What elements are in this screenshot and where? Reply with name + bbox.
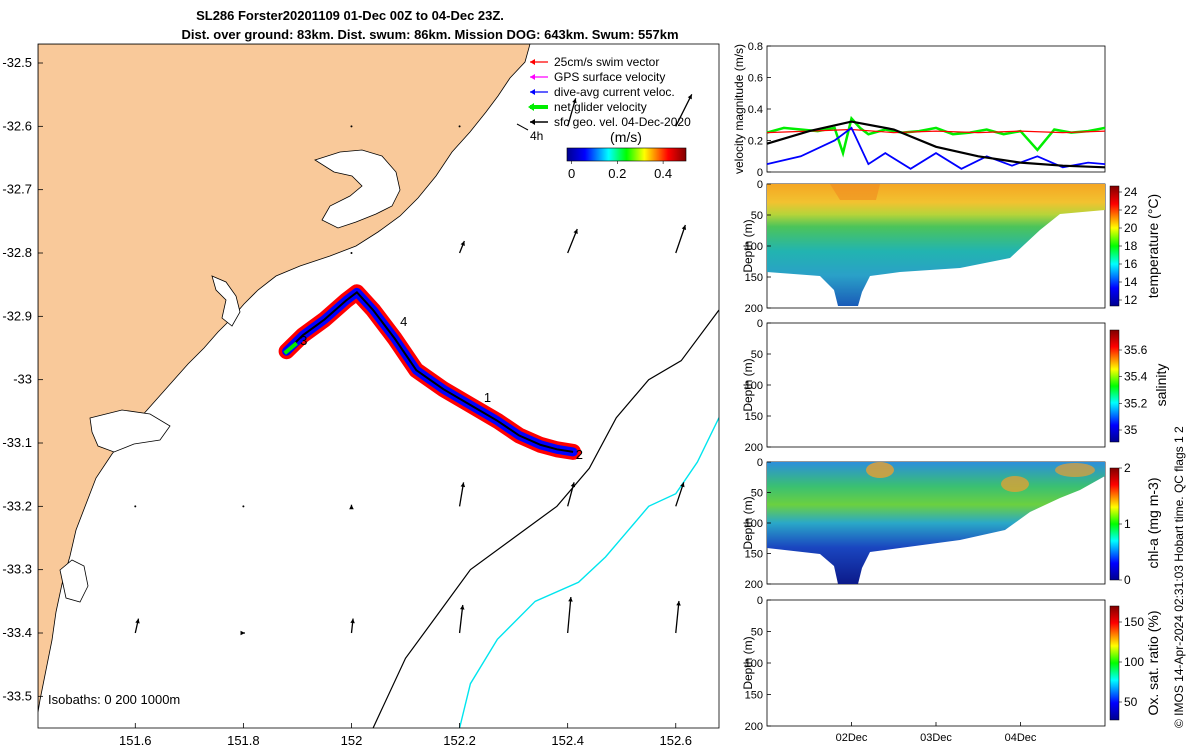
legend-4h-tick xyxy=(516,123,529,131)
map-y-tick-label: -33.4 xyxy=(2,625,32,640)
legend-4h-label: 4h xyxy=(530,129,543,143)
map-y-tick-label: -33 xyxy=(13,372,32,387)
geo-vector-arrow xyxy=(458,604,464,634)
day-label: 3 xyxy=(300,333,307,348)
geo-vector-arrowhead xyxy=(680,482,685,488)
isobath-200m-line xyxy=(372,309,719,728)
legend-swim-arrowhead xyxy=(530,59,535,65)
day-label: 4 xyxy=(400,314,407,329)
speed-colorbar xyxy=(566,147,687,162)
geo-vector-dot xyxy=(134,505,137,508)
day-label: 1 xyxy=(484,390,491,405)
colorbar-unit-label: (m/s) xyxy=(610,129,642,145)
day-labels: 1 2 3 4 xyxy=(300,314,583,462)
legend-net-glider-arrowhead xyxy=(528,103,534,111)
geo-vector-arrowhead xyxy=(572,98,577,104)
lake-myall xyxy=(211,275,241,327)
map-y-tick-label: -33.2 xyxy=(2,498,32,513)
legend-current-label: dive-avg current veloc. xyxy=(554,85,675,99)
legend-swim-label: 25cm/s swim vector xyxy=(554,55,659,69)
map-x-tick-label: 152.6 xyxy=(659,733,692,748)
map-x-tick-label: 152 xyxy=(341,733,363,748)
map-y-tick-label: -33.5 xyxy=(2,688,32,703)
geo-vector-arrowhead xyxy=(135,618,140,624)
geo-vector-arrowhead xyxy=(460,241,465,246)
glider-track-line xyxy=(285,290,574,453)
legend-gps-label: GPS surface velocity xyxy=(554,70,665,84)
map-legend: 25cm/s swim vector GPS surface velocity … xyxy=(516,55,691,181)
map-x-tick-label: 151.8 xyxy=(227,733,260,748)
geo-vector-arrowhead xyxy=(460,482,466,488)
map-x-ticks: 151.6 151.8 152 152.2 152.4 152.6 xyxy=(119,723,692,748)
map-y-tick-label: -33.3 xyxy=(2,562,32,577)
map-x-tick-label: 152.4 xyxy=(551,733,584,748)
geo-vector-arrow xyxy=(675,224,686,254)
map-y-tick-label: -32.8 xyxy=(2,245,32,260)
map-y-tick-label: -32.7 xyxy=(2,182,32,197)
imos-credit-note: © IMOS 14-Apr-2024 02:31:03 Hobart time.… xyxy=(1172,426,1186,728)
geo-vector-arrow xyxy=(567,98,577,127)
net-glider-velocity-mark xyxy=(283,341,298,355)
geo-vector-arrowhead xyxy=(350,618,355,624)
map-y-tick-label: -33.1 xyxy=(2,435,32,450)
map-x-tick-label: 152.2 xyxy=(443,733,476,748)
lake-wallis xyxy=(314,149,401,229)
geo-vector-arrow xyxy=(675,600,680,634)
geo-vector-arrowhead xyxy=(349,504,354,510)
legend-current-arrowhead xyxy=(530,89,535,95)
geostrophic-vectors xyxy=(134,94,693,636)
geo-vector-dot xyxy=(350,125,353,128)
map-y-tick-label: -32.6 xyxy=(2,118,32,133)
speed-colorbar-tick-label: 0 xyxy=(568,166,575,181)
geo-vector-arrowhead xyxy=(570,482,576,488)
isobath-legend-label: Isobaths: 0 200 1000m xyxy=(48,692,180,707)
land-coastline xyxy=(38,44,531,713)
lake-macquarie xyxy=(59,559,89,603)
geo-vector-dot xyxy=(350,252,353,254)
chart-title-line2: Dist. over ground: 83km. Dist. swum: 86k… xyxy=(181,27,679,42)
geo-vector-arrow xyxy=(567,596,572,634)
geo-vector-arrowhead xyxy=(240,630,245,636)
isobath-1000m-line xyxy=(458,417,719,728)
legend-geo-arrowhead xyxy=(530,119,535,125)
map-y-tick-label: -32.9 xyxy=(2,308,32,323)
chart-title-line1: SL286 Forster20201109 01-Dec 00Z to 04-D… xyxy=(196,8,504,23)
geo-vector-arrow xyxy=(675,94,693,127)
geo-vector-dot xyxy=(242,505,245,508)
geo-vector-arrowhead xyxy=(568,597,573,602)
speed-colorbar-tick-label: 0.2 xyxy=(608,166,626,181)
legend-net-glider-label: net glider velocity xyxy=(554,100,647,114)
legend-gps-arrowhead xyxy=(530,74,535,80)
map-frame xyxy=(37,43,720,729)
day-label: 2 xyxy=(576,447,583,462)
geo-vector-dot xyxy=(458,125,461,128)
geo-vector-arrowhead xyxy=(687,94,692,100)
geo-vector-arrowhead xyxy=(460,605,465,610)
port-stephens xyxy=(89,409,171,453)
map-y-ticks: -32.5 -32.6 -32.7 -32.8 -32.9 -33 -33.1 -33.2 -3… xyxy=(2,55,43,703)
speed-colorbar-ticks: 0 0.2 0.4 xyxy=(568,161,672,181)
map-y-tick-label: -32.5 xyxy=(2,55,32,70)
geo-vector-arrowhead xyxy=(681,225,687,230)
geo-vector-arrowhead xyxy=(573,229,578,234)
legend-geo-label: sfc geo. vel. 04-Dec-2020 xyxy=(554,115,691,129)
map-x-tick-label: 151.6 xyxy=(119,733,152,748)
geo-vector-arrowhead xyxy=(676,601,681,606)
speed-colorbar-tick-label: 0.4 xyxy=(654,166,672,181)
